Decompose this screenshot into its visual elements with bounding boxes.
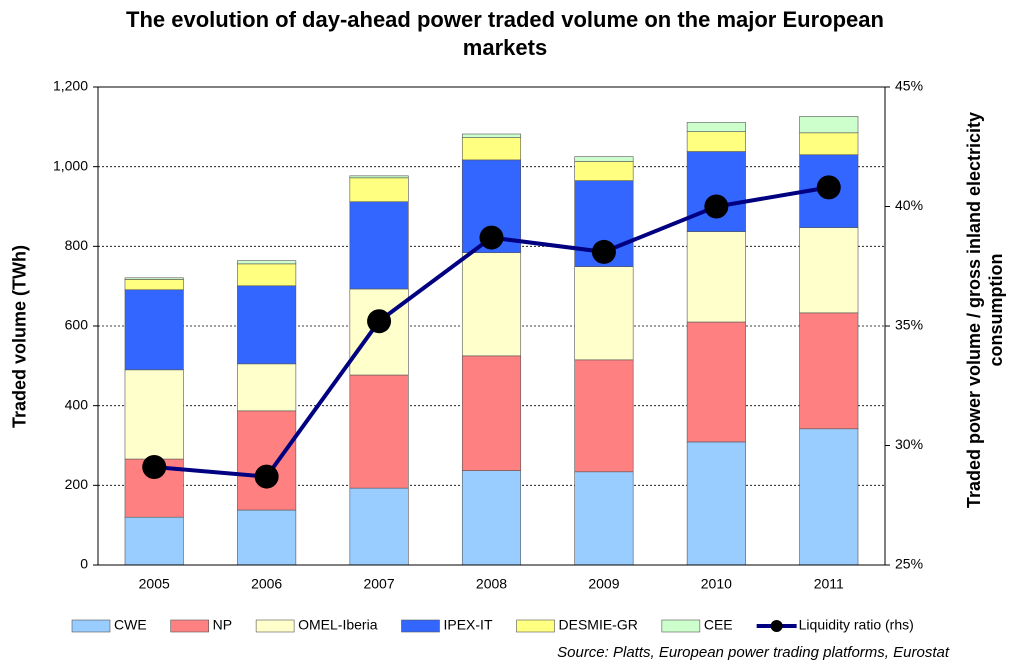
bar-segment bbox=[237, 285, 297, 365]
line-marker bbox=[704, 194, 729, 219]
bar-segment bbox=[461, 137, 522, 161]
y-tick-label: 800 bbox=[65, 237, 89, 253]
bar-segment bbox=[461, 470, 522, 566]
bar-segment bbox=[686, 321, 746, 443]
x-tick-label: 2006 bbox=[251, 576, 282, 592]
line-marker bbox=[479, 225, 504, 250]
bar-segment bbox=[799, 116, 859, 134]
y-tick-label: 1,000 bbox=[53, 157, 88, 173]
y2-tick-label: 25% bbox=[895, 556, 923, 572]
x-tick-label: 2007 bbox=[363, 576, 394, 592]
y2-tick-label: 40% bbox=[895, 197, 923, 213]
line-marker bbox=[367, 309, 392, 334]
bar-segment bbox=[799, 132, 859, 156]
x-tick-label: 2008 bbox=[476, 576, 507, 592]
y-tick-label: 1,200 bbox=[53, 78, 88, 94]
bar-segment bbox=[124, 279, 184, 291]
bar-segment bbox=[799, 312, 859, 430]
bar-segment bbox=[686, 231, 746, 323]
legend-label: IPEX-IT bbox=[443, 617, 492, 633]
x-tick-label: 2011 bbox=[814, 576, 844, 592]
bar-segment bbox=[124, 516, 184, 566]
legend-label: NP bbox=[213, 617, 232, 633]
bar-segment bbox=[461, 133, 522, 138]
line-marker bbox=[254, 464, 279, 489]
bar-segment bbox=[574, 359, 634, 473]
bar-segment bbox=[686, 122, 746, 132]
bar-segment bbox=[124, 289, 184, 371]
x-tick-label: 2009 bbox=[588, 576, 619, 592]
bar-segment bbox=[799, 227, 859, 314]
legend-label: OMEL-Iberia bbox=[298, 617, 378, 633]
legend-label: Liquidity ratio (rhs) bbox=[799, 617, 914, 633]
bar-segment bbox=[237, 509, 297, 566]
bar-segment bbox=[574, 266, 634, 361]
legend-swatch bbox=[71, 619, 111, 633]
legend-label: DESMIE-GR bbox=[559, 617, 638, 633]
bar-segment bbox=[686, 131, 746, 152]
bar-segment bbox=[686, 441, 746, 566]
bar-segment bbox=[574, 471, 634, 566]
y2-axis-label: Traded power volume / gross inland elect… bbox=[964, 111, 1006, 509]
bar-segment bbox=[349, 374, 409, 489]
y-tick-label: 400 bbox=[65, 396, 89, 412]
bar-segment bbox=[799, 428, 859, 566]
source-note: Source: Platts, European power trading p… bbox=[557, 644, 949, 661]
bar-segment bbox=[237, 363, 297, 412]
bar-segment bbox=[237, 410, 297, 511]
legend-swatch bbox=[170, 619, 209, 633]
y-tick-label: 200 bbox=[65, 476, 89, 492]
legend-swatch bbox=[770, 620, 783, 632]
legend-swatch bbox=[255, 619, 295, 633]
y2-tick-label: 45% bbox=[895, 78, 923, 94]
x-tick-label: 2010 bbox=[701, 576, 732, 592]
line-marker bbox=[816, 175, 841, 200]
y2-tick-label: 35% bbox=[895, 317, 923, 333]
bar-segment bbox=[349, 175, 409, 179]
y2-tick-label: 30% bbox=[895, 436, 923, 452]
line-marker bbox=[142, 455, 167, 480]
legend-swatch bbox=[661, 619, 701, 633]
legend-label: CEE bbox=[704, 617, 733, 633]
chart-title: The evolution of day-ahead power traded … bbox=[126, 7, 884, 60]
bar-segment bbox=[237, 263, 297, 287]
bar-segment bbox=[349, 487, 409, 566]
legend-label: CWE bbox=[114, 617, 147, 633]
y-tick-label: 600 bbox=[65, 317, 89, 333]
line-marker bbox=[591, 239, 616, 264]
x-tick-label: 2005 bbox=[139, 576, 170, 592]
bar-segment bbox=[686, 151, 746, 232]
bar-segment bbox=[349, 201, 409, 290]
plot-frame bbox=[97, 86, 886, 566]
bar-segment bbox=[461, 355, 522, 471]
legend-swatch bbox=[516, 619, 555, 633]
bar-segment bbox=[574, 161, 634, 181]
legend-swatch bbox=[401, 619, 440, 633]
bar-segment bbox=[461, 252, 522, 357]
bar-segment bbox=[237, 260, 297, 265]
bar-segment bbox=[124, 277, 184, 280]
bar-segment bbox=[349, 177, 409, 203]
y-axis-label: Traded volume (TWh) bbox=[9, 245, 30, 429]
bar-segment bbox=[124, 369, 184, 460]
y-tick-label: 0 bbox=[80, 556, 88, 572]
bar-segment bbox=[574, 156, 634, 162]
